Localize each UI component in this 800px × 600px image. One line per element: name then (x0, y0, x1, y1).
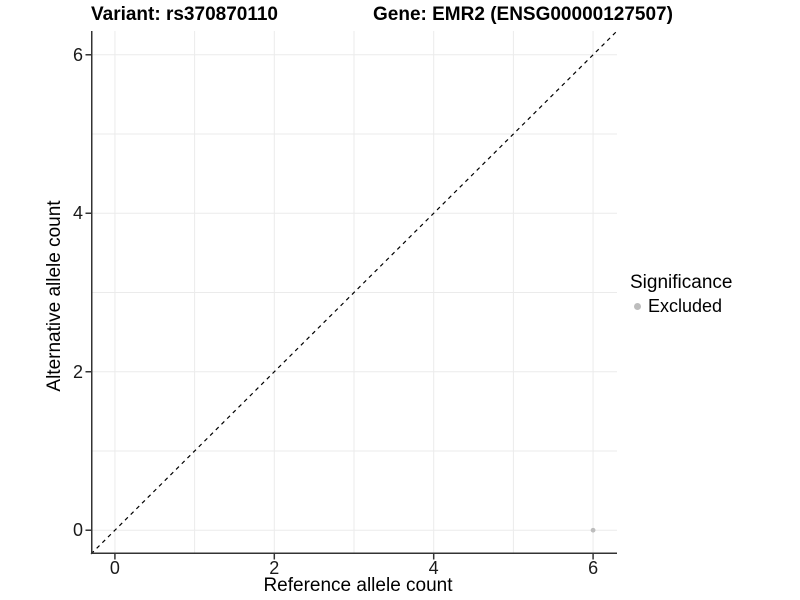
legend-title: Significance (630, 272, 733, 293)
y-tick-label: 4 (72, 203, 83, 224)
x-tick-label: 2 (269, 558, 280, 578)
gene-title: Gene: EMR2 (ENSG00000127507) (373, 4, 673, 25)
y-tick-label: 2 (72, 361, 83, 382)
plot-panel (85, 30, 618, 560)
plot-canvas (85, 30, 618, 560)
y-axis-title: Alternative allele count (44, 200, 65, 392)
x-axis-title: Reference allele count (263, 575, 453, 596)
legend-item: Excluded (630, 295, 732, 317)
legend-items: Excluded (630, 295, 732, 317)
legend-item-label: Excluded (648, 296, 723, 316)
identity-dashed-line (90, 30, 618, 555)
x-tick-label: 4 (428, 558, 439, 578)
x-tick-label: 6 (588, 558, 599, 578)
data-point (590, 527, 596, 533)
legend: Significance Excluded (630, 271, 732, 317)
y-tick-label: 6 (72, 44, 83, 65)
x-tick-label: 0 (109, 558, 120, 578)
legend-point-icon (634, 302, 641, 310)
variant-title: Variant: rs370870110 (91, 4, 278, 25)
y-tick-label: 0 (72, 520, 83, 541)
